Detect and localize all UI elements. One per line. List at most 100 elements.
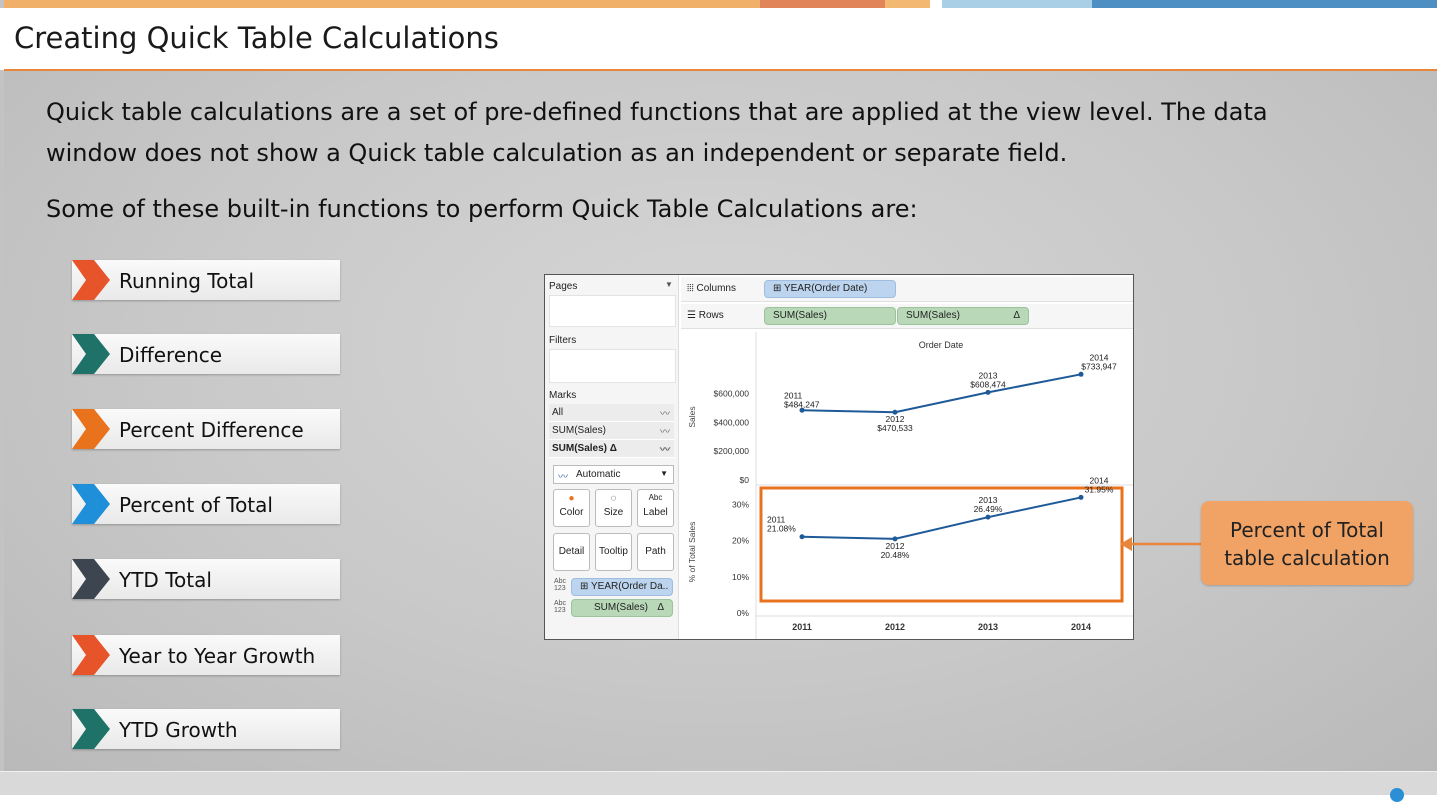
data-label-year: 2013 — [979, 495, 998, 505]
data-label: 20.48% — [881, 550, 910, 560]
function-label: Year to Year Growth — [119, 644, 316, 668]
y-tick-label: $600,000 — [714, 389, 750, 399]
data-label-year: 2011 — [767, 515, 786, 525]
x-tick-label: 2011 — [792, 622, 812, 632]
pages-menu-icon[interactable]: ▼ — [665, 280, 673, 289]
chevron-right-icon — [72, 559, 110, 599]
marks-label: Marks — [549, 390, 577, 401]
columns-pill-year[interactable]: ⊞ YEAR(Order Date) — [764, 280, 896, 298]
data-point — [799, 534, 805, 540]
mark-type-select[interactable]: 〰 Automatic ▼ — [553, 465, 674, 484]
pages-label: Pages — [549, 281, 578, 292]
function-label: Running Total — [119, 269, 255, 293]
label-icon: Abc — [648, 493, 663, 502]
header-label: Order Date — [919, 340, 964, 350]
data-label-year: 2013 — [979, 370, 998, 380]
x-tick-label: 2012 — [885, 622, 905, 632]
marks-row-sum-sales[interactable]: SUM(Sales) 〰 — [549, 422, 674, 440]
data-label-year: 2012 — [886, 414, 905, 424]
data-point — [985, 514, 991, 520]
function-item: Year to Year Growth — [72, 635, 340, 675]
filters-shelf[interactable] — [549, 349, 676, 383]
chevron-right-icon — [72, 484, 110, 524]
chevron-right-icon — [72, 709, 110, 749]
callout-line-1: Percent of Total — [1230, 518, 1384, 542]
function-item: YTD Growth — [72, 709, 340, 749]
data-label-year: 2014 — [1090, 475, 1109, 485]
y-tick-label: $400,000 — [714, 417, 750, 427]
data-point — [892, 409, 898, 415]
data-label: $470,533 — [877, 423, 913, 433]
intro-line-2: window does not show a Quick table calcu… — [46, 139, 1068, 167]
detail-card[interactable]: Detail — [553, 533, 590, 571]
data-point — [985, 389, 991, 395]
callout-line-2: table calculation — [1224, 546, 1390, 570]
line-mark-icon: 〰 — [660, 409, 670, 420]
y-axis-label: % of Total Sales — [687, 522, 697, 583]
rows-pill-sum-sales[interactable]: SUM(Sales) — [764, 307, 896, 325]
abc-123-icon: Abc 123 — [554, 600, 567, 614]
intro-paragraph: Quick table calculations are a set of pr… — [46, 92, 1268, 174]
data-label: $484,247 — [784, 399, 820, 409]
y-tick-label: $200,000 — [714, 446, 750, 456]
progress-dot — [1390, 788, 1404, 802]
function-item: Percent Difference — [72, 409, 340, 449]
y-tick-label: $0 — [740, 475, 750, 485]
data-label-year: 2011 — [784, 390, 803, 400]
label-card[interactable]: Abc Label — [637, 489, 674, 527]
functions-intro: Some of these built-in functions to perf… — [46, 195, 918, 223]
y-tick-label: 30% — [732, 499, 749, 509]
filters-label: Filters — [549, 335, 577, 346]
rows-shelf[interactable]: ☰ Rows SUM(Sales) SUM(Sales) Δ — [681, 304, 1133, 329]
function-label: YTD Total — [119, 568, 212, 592]
color-icon: ● — [568, 493, 575, 504]
marks-row-all[interactable]: All 〰 — [549, 404, 674, 422]
y-tick-label: 20% — [732, 536, 749, 546]
chevron-right-icon — [72, 334, 110, 374]
data-label: $733,947 — [1081, 361, 1117, 371]
function-label: Difference — [119, 343, 223, 367]
data-point — [1078, 494, 1084, 500]
y-tick-label: 10% — [732, 572, 749, 582]
x-tick-label: 2014 — [1071, 622, 1091, 632]
function-item: Percent of Total — [72, 484, 340, 524]
mark-pill-year[interactable]: ⊞ YEAR(Order Da.. — [571, 578, 673, 596]
path-card[interactable]: Path — [637, 533, 674, 571]
rows-pill-sum-sales-delta[interactable]: SUM(Sales) Δ — [897, 307, 1029, 325]
function-item: YTD Total — [72, 559, 340, 599]
mark-pill-sum-sales[interactable]: SUM(Sales) Δ — [571, 599, 673, 617]
series-line — [801, 373, 1082, 414]
slide-title: Creating Quick Table Calculations — [14, 21, 499, 55]
chart-svg: Order Date $0 $200,000 $400,000 $600,000 Sale… — [687, 332, 1133, 639]
pages-shelf[interactable] — [549, 295, 676, 327]
callout-box: Percent of Total table calculation — [1201, 501, 1413, 585]
intro-line-1: Quick table calculations are a set of pr… — [46, 98, 1268, 126]
top-color-bar — [0, 0, 1437, 8]
data-point — [799, 407, 805, 413]
left-border — [0, 0, 4, 794]
x-tick-label: 2013 — [978, 622, 998, 632]
line-mark-icon: 〰 — [660, 427, 670, 438]
line-mark-icon: 〰 — [558, 472, 568, 483]
chevron-right-icon — [72, 409, 110, 449]
function-label: YTD Growth — [119, 718, 238, 742]
chevron-right-icon — [72, 260, 110, 300]
marks-row-sum-sales-delta[interactable]: SUM(Sales) Δ 〰 — [549, 440, 674, 458]
abc-123-icon: Abc 123 — [554, 578, 567, 592]
highlight-box — [759, 486, 1124, 603]
chevron-down-icon: ▼ — [660, 469, 668, 478]
rows-label: ☰ Rows — [687, 310, 724, 321]
tooltip-card[interactable]: Tooltip — [595, 533, 632, 571]
function-label: Percent Difference — [119, 418, 304, 442]
tableau-sidebar: Pages ▼ Filters Marks All 〰 SUM(Sales) 〰 S… — [545, 275, 679, 639]
size-card[interactable]: ◌ Size — [595, 489, 632, 527]
mark-type-value: Automatic — [576, 469, 621, 480]
line-mark-icon: 〰 — [660, 445, 670, 456]
columns-label: ⦙⦙⦙ Columns — [687, 283, 736, 294]
y-axis-label: Sales — [687, 406, 697, 427]
header-divider — [4, 69, 1437, 71]
function-label: Percent of Total — [119, 493, 273, 517]
color-card[interactable]: ● Color — [553, 489, 590, 527]
columns-shelf[interactable]: ⦙⦙⦙ Columns ⊞ YEAR(Order Date) — [681, 277, 1133, 302]
data-point — [1078, 371, 1084, 377]
